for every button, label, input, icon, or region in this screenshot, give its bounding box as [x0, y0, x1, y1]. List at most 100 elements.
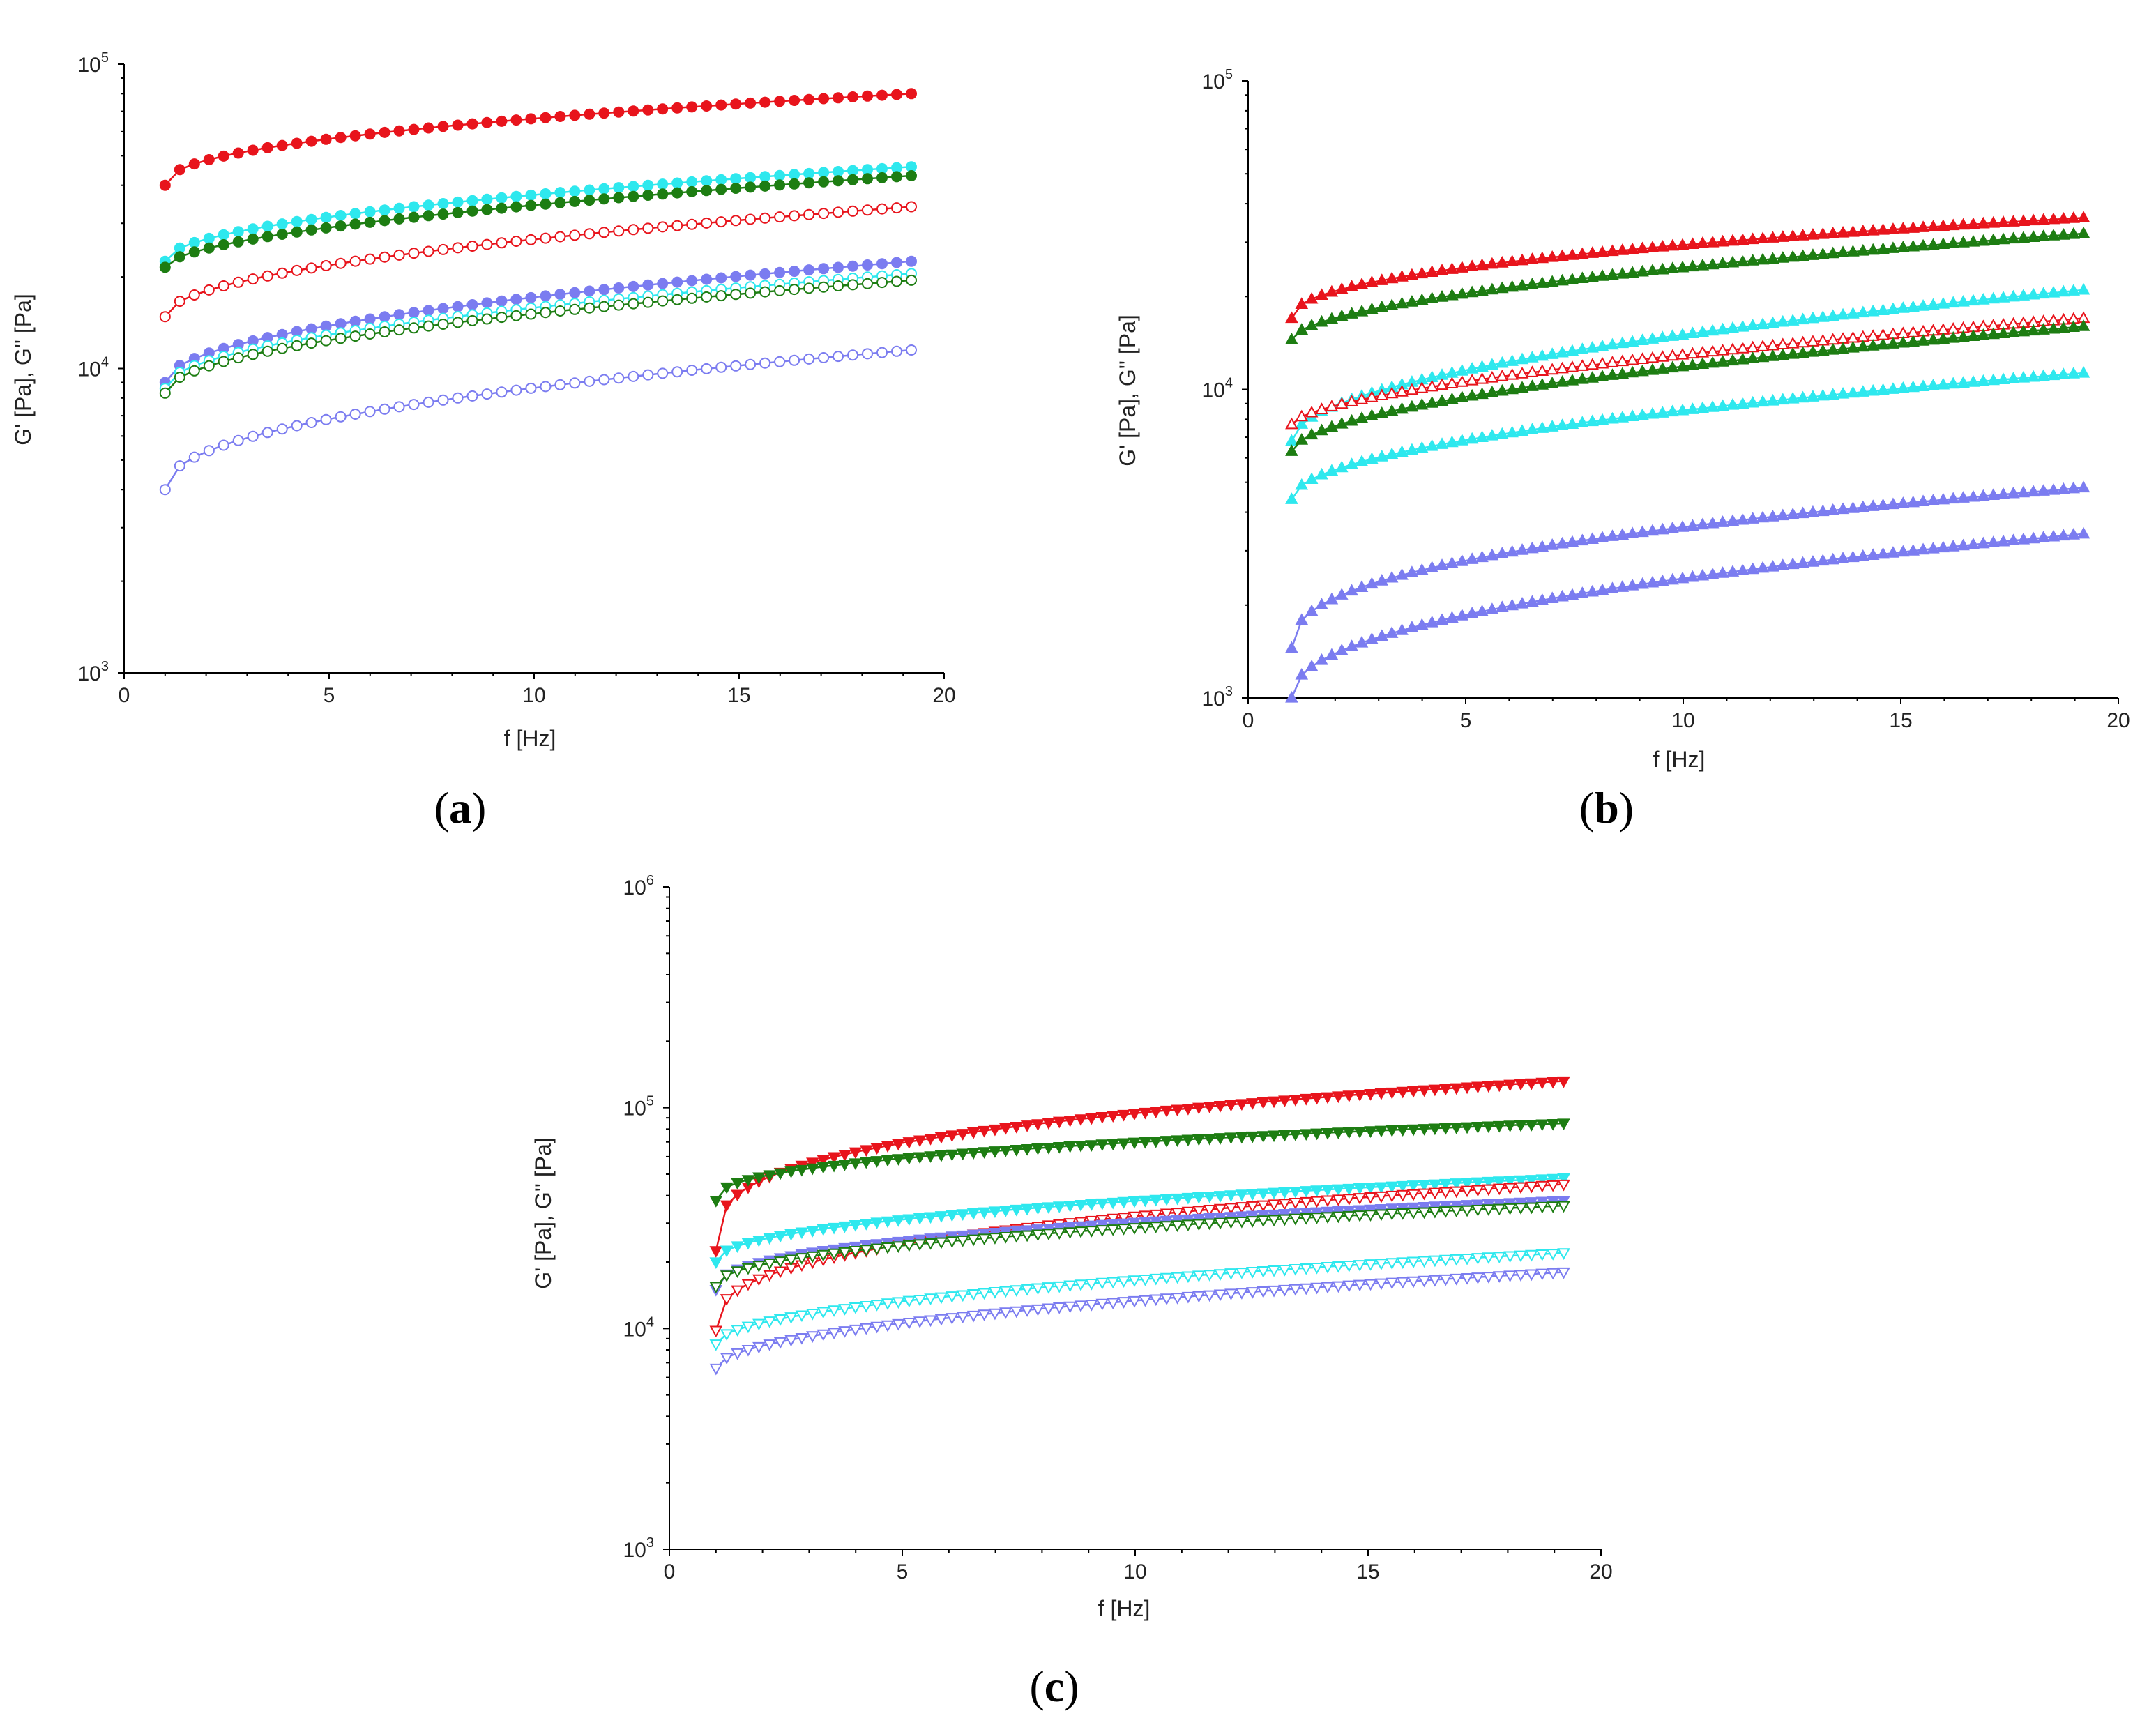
- data-point: [924, 1212, 937, 1224]
- data-point: [752, 1261, 766, 1272]
- data-point: [671, 294, 683, 305]
- data-point: [805, 1226, 819, 1238]
- data-point: [1906, 300, 1920, 312]
- data-point: [1556, 536, 1569, 549]
- data-point: [1756, 395, 1770, 407]
- data-point: [1117, 1213, 1130, 1224]
- data-point: [1515, 596, 1529, 609]
- data-point: [1866, 548, 1880, 560]
- data-point: [1353, 1193, 1367, 1205]
- data-point: [1395, 385, 1409, 397]
- data-point: [1556, 273, 1569, 286]
- data-point: [891, 202, 902, 214]
- data-point: [1415, 293, 1429, 305]
- data-point: [1796, 556, 1809, 568]
- data-point: [1556, 249, 1569, 261]
- data-point: [1425, 291, 1438, 303]
- data-point: [1836, 307, 1850, 320]
- data-point: [1625, 335, 1639, 347]
- data-point: [870, 1156, 883, 1168]
- data-point: [859, 1219, 873, 1231]
- data-point: [1606, 268, 1619, 280]
- data-point: [232, 226, 244, 238]
- data-point: [2026, 485, 2040, 497]
- data-point: [741, 1238, 755, 1250]
- data-point: [1996, 326, 2010, 338]
- data-point: [1556, 418, 1569, 430]
- data-point: [569, 377, 581, 389]
- series-g-violet: [159, 255, 917, 388]
- data-point: [1936, 540, 1950, 553]
- data-point: [803, 208, 815, 220]
- data-point: [1310, 1093, 1323, 1105]
- data-point: [1365, 302, 1379, 314]
- data-point: [1415, 618, 1429, 630]
- data-point: [731, 1285, 744, 1298]
- data-point: [833, 280, 844, 291]
- data-point: [540, 381, 552, 393]
- data-point: [291, 215, 303, 227]
- data-point: [1465, 607, 1479, 618]
- data-point: [364, 328, 376, 340]
- data-point: [1546, 1077, 1560, 1089]
- data-point: [584, 228, 595, 240]
- data-point: [1415, 397, 1429, 410]
- data-point: [1816, 554, 1830, 566]
- data-point: [1977, 328, 1990, 340]
- data-point: [1545, 377, 1559, 388]
- data-point: [1418, 1188, 1431, 1201]
- data-point: [1766, 231, 1779, 243]
- data-point: [1514, 1203, 1528, 1215]
- data-point: [1396, 1180, 1410, 1193]
- data-point: [1676, 260, 1690, 273]
- data-point: [818, 208, 830, 220]
- data-point: [1106, 1111, 1120, 1123]
- data-point: [1386, 1258, 1399, 1270]
- data-point: [1325, 312, 1339, 324]
- data-point: [1625, 242, 1639, 254]
- data-point: [1052, 1281, 1066, 1293]
- data-point: [1435, 394, 1449, 406]
- data-point: [1425, 396, 1438, 408]
- data-point: [2047, 229, 2060, 241]
- data-point: [1471, 1081, 1485, 1094]
- data-point: [2067, 481, 2081, 494]
- data-point: [510, 201, 522, 213]
- data-point: [393, 202, 405, 214]
- data-point: [1418, 1085, 1431, 1097]
- data-point: [817, 1224, 830, 1236]
- data-point: [1957, 295, 1970, 307]
- data-point: [1676, 238, 1690, 250]
- data-point: [774, 211, 786, 223]
- x-tick-label: 10: [522, 684, 545, 707]
- data-point: [1355, 580, 1369, 592]
- data-point: [1435, 437, 1449, 449]
- data-point: [1646, 363, 1660, 375]
- data-point: [1495, 356, 1509, 368]
- data-point: [999, 1123, 1012, 1135]
- data-point: [320, 335, 332, 347]
- y-tick-label: 104: [623, 1314, 655, 1341]
- data-point: [881, 1155, 895, 1167]
- data-point: [1505, 598, 1519, 611]
- data-point: [934, 1292, 948, 1305]
- data-point: [1916, 379, 1930, 392]
- data-point: [1746, 512, 1759, 524]
- data-point: [1655, 406, 1669, 418]
- data-point: [1866, 224, 1880, 236]
- data-point: [1977, 234, 1990, 246]
- data-point: [1676, 348, 1690, 360]
- data-point: [1128, 1295, 1141, 1308]
- data-point: [827, 1328, 841, 1340]
- data-point: [291, 420, 303, 432]
- data-point: [1696, 568, 1710, 581]
- data-point: [1203, 1102, 1217, 1113]
- data-point: [1515, 278, 1529, 291]
- data-point: [1213, 1217, 1227, 1230]
- data-point: [1406, 1256, 1420, 1269]
- data-point: [1295, 323, 1309, 335]
- data-point: [1305, 659, 1319, 671]
- data-point: [1438, 1206, 1452, 1218]
- series-g-cyan: [1285, 365, 2090, 504]
- y-tick-label: 103: [78, 659, 109, 685]
